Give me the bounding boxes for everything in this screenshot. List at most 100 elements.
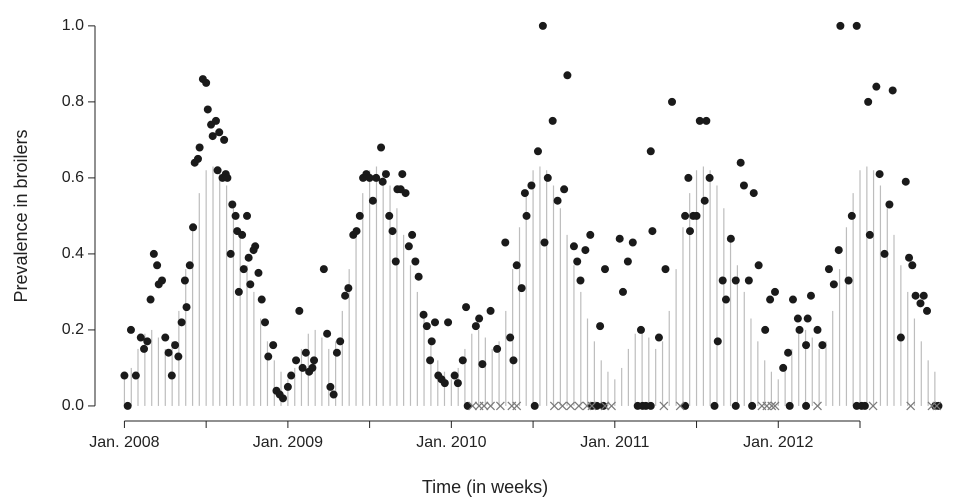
observed-point [251, 242, 260, 251]
observed-point [158, 276, 167, 285]
zero-marker-stroke [600, 401, 610, 411]
observed-point [901, 177, 910, 186]
observed-point [381, 170, 390, 179]
observed-point [813, 325, 822, 334]
observed-point [576, 276, 585, 285]
observed-point [695, 116, 704, 125]
observed-point [171, 341, 180, 350]
observed-point [586, 230, 595, 239]
observed-point [560, 185, 569, 194]
zero-marker-stroke [906, 401, 916, 411]
observed-point [226, 249, 235, 258]
zero-marker [574, 401, 584, 411]
x-tick-label: Jan. 2008 [89, 434, 159, 451]
observed-point [344, 284, 353, 293]
x-tick-label: Jan. 2009 [253, 434, 323, 451]
observed-point [398, 170, 407, 179]
zero-marker [512, 401, 522, 411]
x-tick-label: Jan. 2010 [416, 434, 486, 451]
zero-marker-stroke [486, 401, 496, 411]
observed-point [543, 173, 552, 182]
observed-point [934, 401, 943, 410]
observed-point [563, 71, 572, 80]
observed-point [143, 337, 152, 346]
observed-point [211, 116, 220, 125]
zero-marker [770, 401, 780, 411]
observed-point [885, 200, 894, 209]
observed-point [788, 295, 797, 304]
observed-point [391, 257, 400, 266]
zero-marker-stroke [512, 401, 522, 411]
observed-point [332, 348, 341, 357]
observed-point [860, 401, 869, 410]
observed-point [244, 253, 253, 262]
observed-point [527, 181, 536, 190]
observed-point [530, 401, 539, 410]
zero-marker [486, 401, 496, 411]
zero-marker-stroke [558, 401, 567, 411]
observed-point [636, 325, 645, 334]
observed-point [872, 82, 881, 91]
observed-point [368, 196, 377, 205]
observed-point [864, 97, 873, 106]
observed-point [615, 234, 624, 243]
observed-point [458, 356, 467, 365]
observed-point [908, 261, 917, 270]
observed-point [431, 318, 439, 327]
observed-point [215, 128, 224, 137]
observed-point [836, 21, 845, 30]
observed-point [419, 310, 428, 319]
observed-point [161, 333, 170, 342]
observed-point [167, 371, 176, 380]
observed-point [377, 143, 386, 152]
observed-point [771, 287, 779, 296]
observed-point [213, 166, 222, 175]
observed-point [444, 318, 453, 327]
observed-point [329, 390, 338, 399]
y-tick-label: 0.0 [62, 397, 84, 414]
observed-point [533, 147, 542, 156]
observed-point [153, 261, 162, 270]
observed-point [238, 230, 247, 239]
observed-point [185, 261, 194, 270]
observed-point [599, 401, 608, 410]
observed-point [239, 265, 248, 274]
zero-marker [495, 401, 505, 411]
observed-point [408, 230, 417, 239]
zero-marker [868, 401, 878, 411]
observed-point [462, 303, 471, 312]
observed-point [726, 234, 735, 243]
zero-marker [549, 401, 559, 411]
observed-point [475, 314, 484, 323]
observed-point [844, 276, 853, 285]
observed-point [453, 379, 462, 388]
observed-point [388, 227, 397, 236]
observed-point [264, 352, 273, 361]
y-tick-label: 0.2 [62, 321, 84, 338]
zero-marker [813, 401, 822, 411]
observed-point [668, 97, 677, 106]
observed-point [865, 230, 874, 239]
zero-marker-stroke [813, 401, 822, 411]
zero-marker [659, 401, 669, 411]
y-tick-label: 0.8 [62, 93, 84, 110]
observed-point [592, 401, 601, 410]
observed-point [784, 348, 793, 357]
observed-point [195, 143, 204, 152]
observed-point [806, 291, 815, 300]
observed-point [401, 189, 410, 198]
observed-point [803, 314, 812, 323]
observed-point [713, 337, 722, 346]
observed-point [223, 173, 232, 182]
observed-point [540, 238, 549, 247]
observed-point [140, 344, 149, 353]
observed-point [692, 211, 701, 220]
observed-point [180, 276, 189, 285]
observed-point [261, 318, 269, 327]
observed-point [411, 257, 420, 266]
observed-point [748, 401, 757, 410]
observed-point [569, 242, 578, 251]
observed-point [548, 116, 557, 125]
observed-point [404, 242, 413, 251]
zero-marker-stroke [932, 401, 942, 411]
